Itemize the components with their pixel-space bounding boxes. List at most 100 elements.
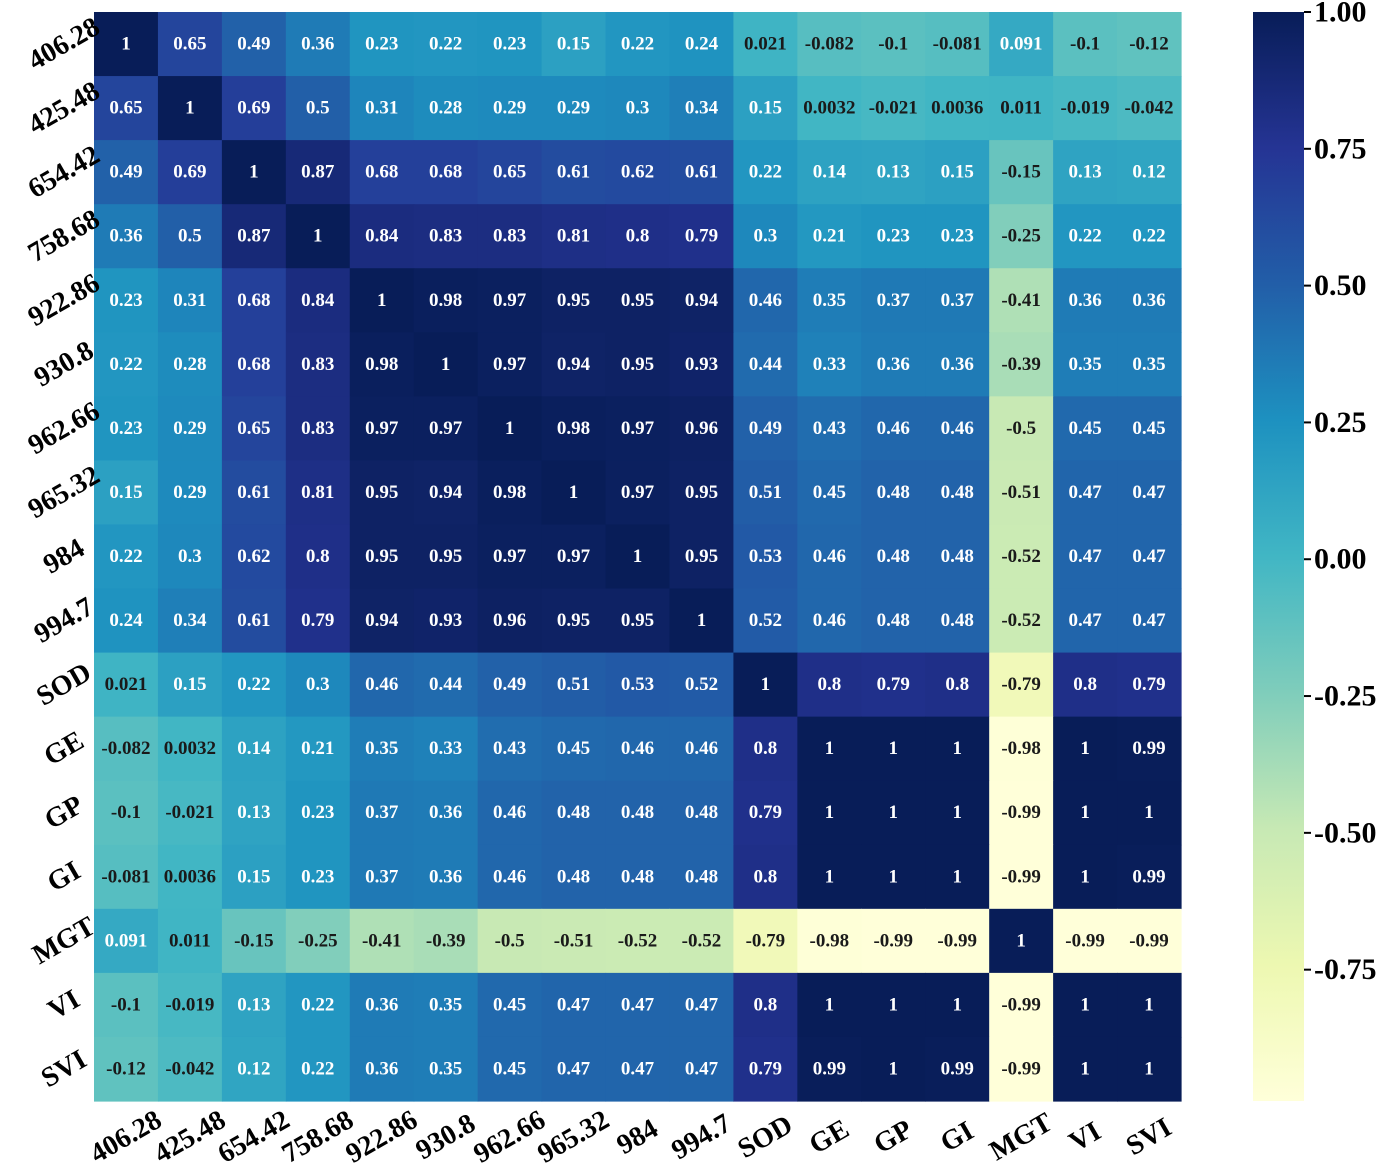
x-tick-label: 406.28 xyxy=(85,1104,167,1169)
heatmap-cell xyxy=(797,396,862,462)
x-tick-label: 922.86 xyxy=(341,1104,423,1169)
heatmap-cell xyxy=(221,76,287,141)
heatmap-cell-value: 0.5 xyxy=(306,98,330,119)
heatmap-cell xyxy=(94,140,159,205)
heatmap-cell-value: 0.48 xyxy=(941,610,974,631)
heatmap-cell-value: 0.35 xyxy=(365,738,398,759)
heatmap-cell xyxy=(925,140,990,205)
heatmap-cell-value: 0.48 xyxy=(557,802,590,823)
colorbar-tick-label: 0.00 xyxy=(1314,543,1367,576)
heatmap-cell xyxy=(605,652,671,718)
heatmap-cell xyxy=(989,12,1054,77)
heatmap-cell xyxy=(221,460,287,526)
heatmap-cell xyxy=(1053,588,1118,654)
heatmap-cell-value: 0.65 xyxy=(109,98,142,119)
heatmap-cell-value: 0.53 xyxy=(749,546,782,567)
heatmap-cell xyxy=(1053,908,1118,974)
heatmap-cell xyxy=(797,12,862,77)
heatmap-cell xyxy=(285,268,351,333)
heatmap-cell-value: 0.95 xyxy=(557,610,590,631)
heatmap-cell-value: 0.62 xyxy=(237,546,270,567)
heatmap-cell-value: 0.29 xyxy=(557,98,590,119)
heatmap-cell xyxy=(605,1036,671,1102)
heatmap-cell xyxy=(413,1036,479,1102)
heatmap-cell-value: 0.45 xyxy=(493,994,526,1015)
heatmap-cell-value: 0.48 xyxy=(941,546,974,567)
heatmap-cell xyxy=(541,268,607,333)
heatmap-cell xyxy=(221,716,287,782)
heatmap-cell xyxy=(94,460,159,526)
heatmap-cell xyxy=(413,12,479,77)
heatmap-cell xyxy=(477,268,543,333)
heatmap-cell-value: 1 xyxy=(889,802,899,823)
heatmap-cell xyxy=(541,76,607,141)
heatmap-cell xyxy=(541,844,607,910)
heatmap-cell xyxy=(605,588,671,654)
heatmap-cell xyxy=(221,140,287,205)
y-tick-label: 922.86 xyxy=(23,268,105,333)
heatmap-cell-value: 0.37 xyxy=(365,866,399,887)
heatmap-cell xyxy=(157,460,223,526)
heatmap-cell-value: 0.33 xyxy=(813,354,846,375)
heatmap-cell xyxy=(541,204,607,269)
heatmap-cell-value: -0.15 xyxy=(1001,162,1041,183)
heatmap-cell xyxy=(477,716,543,782)
heatmap-cell xyxy=(669,588,735,654)
heatmap-cell-value: 0.84 xyxy=(301,290,335,311)
heatmap-cell xyxy=(669,780,735,846)
heatmap-cell-value: 0.091 xyxy=(105,930,148,951)
heatmap-cell-value: 0.29 xyxy=(173,482,206,503)
colorbar-tick-label: 0.50 xyxy=(1314,269,1367,302)
heatmap-cell-value: 0.23 xyxy=(365,34,398,55)
heatmap-cell xyxy=(221,588,287,654)
heatmap-cell-value: 0.87 xyxy=(237,226,271,247)
heatmap-cell-value: 0.28 xyxy=(429,98,462,119)
heatmap-cell-value: 0.98 xyxy=(429,290,462,311)
heatmap-cell-value: 0.98 xyxy=(557,418,590,439)
heatmap-cell xyxy=(989,460,1054,526)
x-tick-label: SVI xyxy=(1121,1112,1177,1162)
heatmap-cell-value: 0.12 xyxy=(1132,162,1165,183)
heatmap-cell xyxy=(669,268,735,333)
heatmap-cell xyxy=(157,76,223,141)
heatmap-cell xyxy=(541,780,607,846)
heatmap-cell-value: -0.52 xyxy=(682,930,722,951)
heatmap-cell xyxy=(1117,844,1182,910)
heatmap-cell-value: 0.65 xyxy=(237,418,270,439)
heatmap-cell xyxy=(605,844,671,910)
heatmap-cell xyxy=(157,716,223,782)
heatmap-cell-value: 0.45 xyxy=(1068,418,1101,439)
heatmap-cell xyxy=(1053,76,1118,141)
heatmap-cell xyxy=(925,204,990,269)
heatmap-cell-value: -0.99 xyxy=(1001,994,1041,1015)
heatmap-cell xyxy=(413,524,479,590)
heatmap-cell xyxy=(797,332,862,397)
heatmap-cell xyxy=(413,844,479,910)
heatmap-cell xyxy=(477,204,543,269)
heatmap-cell-value: 0.68 xyxy=(237,354,270,375)
heatmap-cell xyxy=(797,524,862,590)
heatmap-cell xyxy=(669,460,735,526)
heatmap-cell-value: 0.95 xyxy=(429,546,462,567)
heatmap-cell-value: 0.22 xyxy=(1132,226,1165,247)
heatmap-cell xyxy=(541,140,607,205)
heatmap-cell xyxy=(1117,460,1182,526)
heatmap-cell-value: 0.43 xyxy=(813,418,846,439)
heatmap-cell-value: 0.46 xyxy=(813,546,846,567)
heatmap-cell xyxy=(797,780,862,846)
heatmap-cell-value: 1 xyxy=(505,418,515,439)
heatmap-cell-value: 1 xyxy=(313,226,323,247)
heatmap-cell xyxy=(541,524,607,590)
heatmap-cell xyxy=(349,332,415,397)
heatmap-cell-value: 0.35 xyxy=(429,994,462,1015)
heatmap-cell xyxy=(861,396,926,462)
heatmap-cell xyxy=(605,972,671,1038)
heatmap-cell-value: 0.35 xyxy=(1068,354,1101,375)
heatmap-cell-value: 0.22 xyxy=(621,34,654,55)
x-tick-label: 984 xyxy=(612,1113,664,1161)
heatmap-cell-value: 1 xyxy=(889,994,899,1015)
heatmap-cell-value: 0.36 xyxy=(941,354,974,375)
heatmap-cell xyxy=(669,844,735,910)
heatmap-cell-value: -0.51 xyxy=(1001,482,1041,503)
heatmap-cell xyxy=(733,140,798,205)
